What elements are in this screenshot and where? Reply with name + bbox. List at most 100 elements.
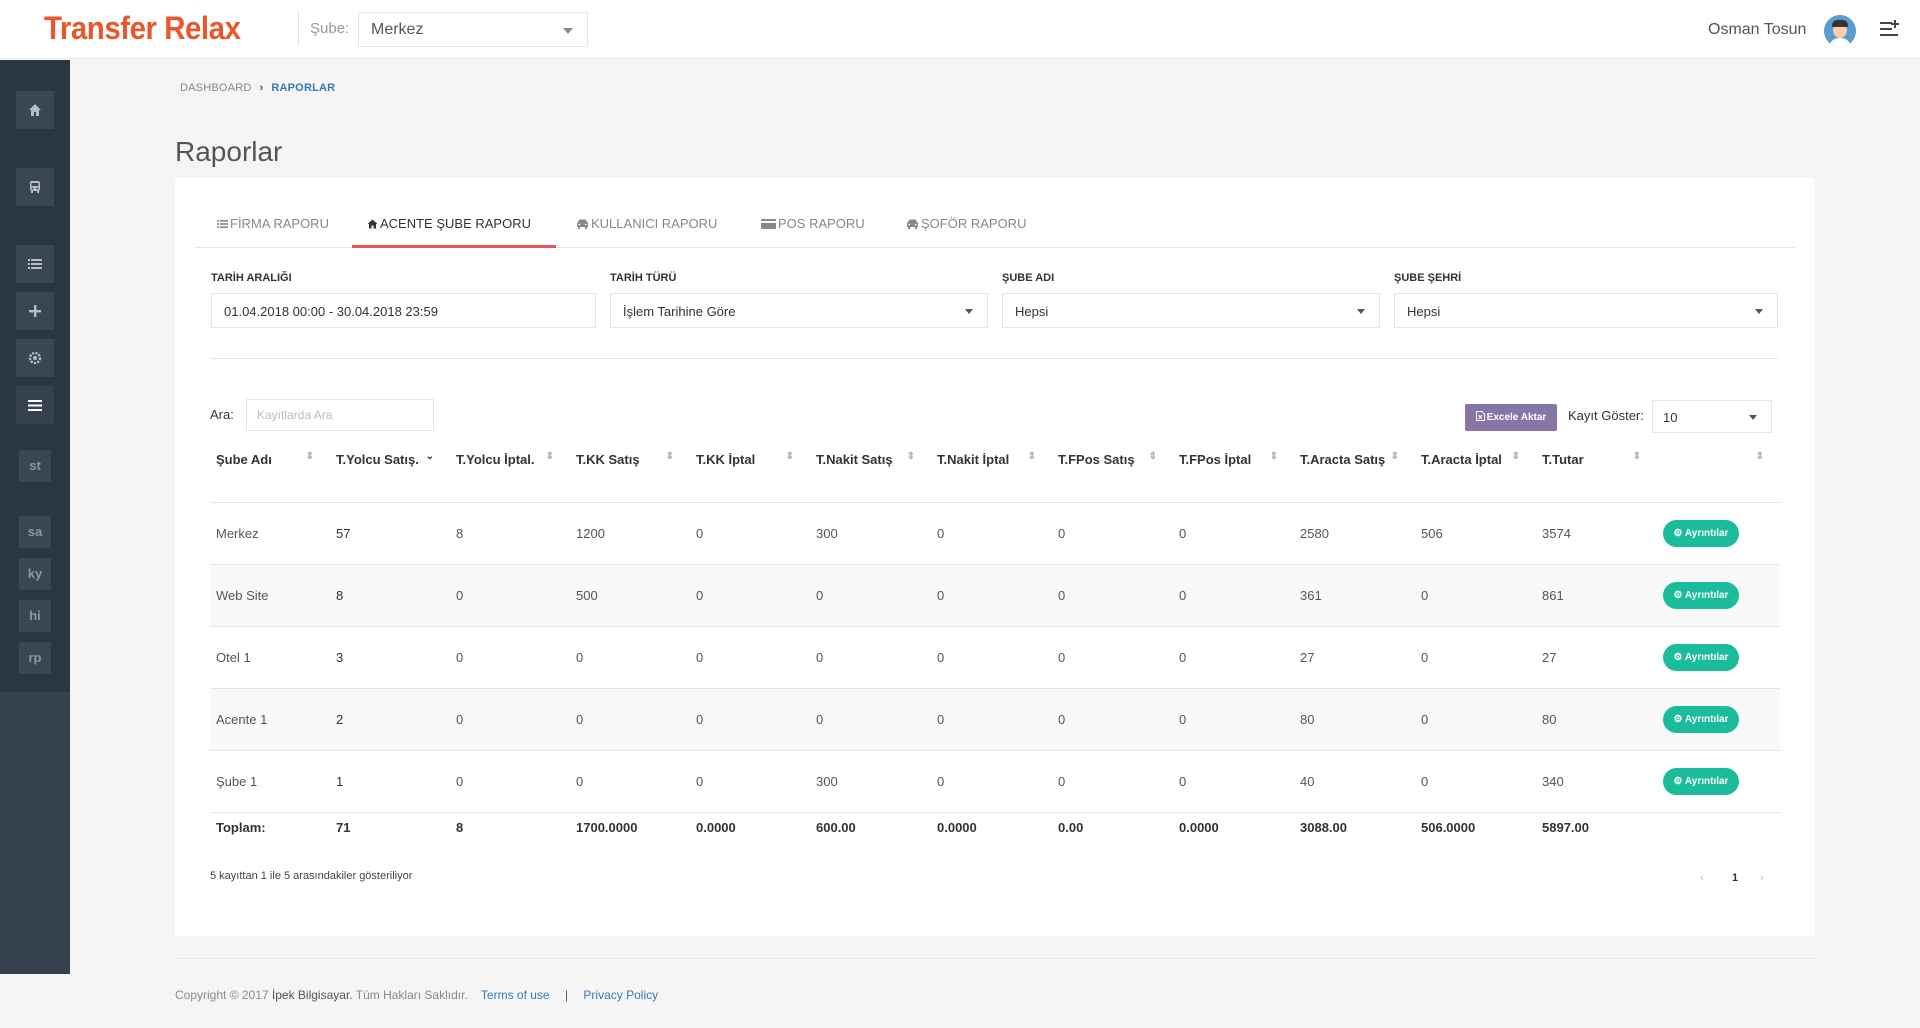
quick-sidebar-toggle-icon[interactable] — [1880, 20, 1900, 38]
details-button[interactable]: ⚙ Ayrıntılar — [1663, 581, 1739, 609]
branch-name-select[interactable]: Hepsi — [1002, 293, 1380, 328]
sidebar-item-ky[interactable]: ky — [19, 558, 51, 590]
column-header[interactable]: T.Yolcu Satış. ⌄ — [330, 442, 450, 503]
sidebar-item-st[interactable]: st — [19, 450, 51, 482]
table-cell: 0 — [1173, 750, 1294, 813]
breadcrumb-chevron-icon: › — [259, 82, 264, 94]
plus-icon[interactable] — [16, 292, 54, 330]
sort-icon: ⇕ — [305, 451, 314, 462]
settings-icon[interactable] — [16, 339, 54, 377]
date-type-select[interactable]: İşlem Tarihine Göre — [610, 293, 988, 328]
sidebar-menu: st sa ky hi rp — [0, 60, 70, 692]
branch-city-value: Hepsi — [1407, 304, 1441, 319]
terms-link[interactable]: Terms of use — [480, 988, 550, 1002]
export-excel-button[interactable]: Excele Aktar — [1465, 404, 1557, 431]
column-header-label: T.KK Satış — [576, 452, 640, 467]
gear-icon: ⚙ — [1673, 589, 1683, 601]
details-label: Ayrıntılar — [1684, 589, 1729, 601]
details-button[interactable]: ⚙ Ayrıntılar — [1663, 705, 1739, 733]
column-header[interactable]: T.Aracta Satış ⇕ — [1294, 442, 1415, 503]
table-cell: 80 — [1536, 688, 1657, 751]
table-cell: 57 — [330, 502, 450, 565]
user-name[interactable]: Osman Tosun — [1708, 21, 1807, 38]
details-button[interactable]: ⚙ Ayrıntılar — [1663, 643, 1739, 671]
total-cell: 0.0000 — [931, 812, 1052, 842]
search-input[interactable] — [246, 399, 434, 431]
sidebar-item-sa[interactable]: sa — [19, 516, 51, 548]
table-cell: 8 — [450, 502, 570, 565]
home-icon — [367, 217, 378, 229]
breadcrumb: DASHBOARD › RAPORLAR — [180, 82, 335, 94]
table-cell: 40 — [1294, 750, 1415, 813]
table-cell: 0 — [690, 502, 810, 565]
column-header[interactable]: T.Aracta İptal ⇕ — [1415, 442, 1536, 503]
table-cell: 0 — [1173, 564, 1294, 627]
sort-desc-icon: ⌄ — [425, 451, 434, 462]
total-cell: 71 — [330, 812, 450, 842]
column-header[interactable]: T.Tutar ⇕ — [1536, 442, 1657, 503]
app-logo[interactable]: Transfer Relax — [44, 10, 241, 46]
page-size-select[interactable]: 10 — [1652, 400, 1772, 433]
details-label: Ayrıntılar — [1684, 651, 1729, 663]
table-cell: 0 — [810, 688, 931, 751]
breadcrumb-home[interactable]: DASHBOARD — [180, 82, 252, 94]
table-cell: 340 — [1536, 750, 1657, 813]
tab-pos-raporu[interactable]: POS RAPORU — [761, 216, 865, 248]
details-label: Ayrıntılar — [1684, 713, 1729, 725]
column-header[interactable]: T.Nakit İptal ⇕ — [931, 442, 1052, 503]
tab-acente-sube-raporu[interactable]: ACENTE ŞUBE RAPORU — [367, 216, 531, 248]
column-header[interactable]: T.FPos İptal ⇕ — [1173, 442, 1294, 503]
table-cell: 0 — [1415, 750, 1536, 813]
table-cell: 0 — [450, 688, 570, 751]
sidebar-item-hi[interactable]: hi — [19, 600, 51, 632]
branch-city-label: ŞUBE ŞEHRİ — [1394, 272, 1462, 284]
avatar-hair — [1832, 20, 1848, 27]
column-header[interactable]: T.KK İptal ⇕ — [690, 442, 810, 503]
sort-icon: ⇕ — [545, 451, 554, 462]
table-row: Web Site 8 0 500 0 0 0 0 0 361 0 861 ⚙ A… — [210, 564, 1780, 627]
privacy-link[interactable]: Privacy Policy — [583, 988, 659, 1002]
page-size-value: 10 — [1663, 410, 1678, 425]
branch-city-select[interactable]: Hepsi — [1394, 293, 1778, 328]
column-header[interactable]: Şube Adı ⇕ — [210, 442, 330, 503]
credit-card-icon — [761, 217, 776, 229]
column-header-label: T.FPos İptal — [1179, 452, 1252, 467]
pagination-page-1[interactable]: 1 — [1732, 872, 1739, 884]
pagination-prev[interactable]: ‹ — [1700, 872, 1704, 884]
date-range-input[interactable]: 01.04.2018 00:00 - 30.04.2018 23:59 — [211, 293, 596, 328]
column-header[interactable]: T.Yolcu İptal. ⇕ — [450, 442, 570, 503]
column-header[interactable]: T.FPos Satış ⇕ — [1052, 442, 1173, 503]
home-icon[interactable] — [16, 91, 54, 129]
total-cell: 0.00 — [1052, 812, 1173, 842]
pagination-next[interactable]: › — [1760, 872, 1764, 884]
gear-icon: ⚙ — [1673, 713, 1683, 725]
table-cell: Acente 1 — [210, 688, 330, 751]
total-cell: 8 — [450, 812, 570, 842]
menu-icon[interactable] — [16, 386, 54, 424]
table-cell: 0 — [570, 688, 690, 751]
bus-icon[interactable] — [16, 168, 54, 206]
sidebar-item-rp[interactable]: rp — [19, 642, 51, 674]
active-tab-indicator — [352, 245, 556, 248]
sort-icon: ⇕ — [1269, 451, 1278, 462]
details-button[interactable]: ⚙ Ayrıntılar — [1663, 519, 1739, 547]
column-header-label: T.KK İptal — [696, 452, 756, 467]
tab-kullanici-raporu[interactable]: KULLANICI RAPORU — [576, 216, 717, 248]
column-header[interactable]: T.KK Satış ⇕ — [570, 442, 690, 503]
branch-select[interactable]: Merkez — [358, 12, 588, 47]
details-button[interactable]: ⚙ Ayrıntılar — [1663, 767, 1739, 795]
table-cell: Web Site — [210, 564, 330, 627]
column-header[interactable]: T.Nakit Satış ⇕ — [810, 442, 931, 503]
table-cell: ⚙ Ayrıntılar — [1657, 688, 1780, 751]
table-cell: Merkez — [210, 502, 330, 565]
user-avatar[interactable] — [1824, 15, 1856, 47]
export-excel-label: Excele Aktar — [1486, 412, 1547, 423]
table-cell: 0 — [931, 750, 1052, 813]
tab-firma-raporu[interactable]: FİRMA RAPORU — [217, 216, 329, 248]
total-cell: 0.0000 — [690, 812, 810, 842]
tab-sofor-raporu[interactable]: ŞOFÖR RAPORU — [906, 216, 1026, 248]
table-cell: 0 — [690, 750, 810, 813]
column-header[interactable]: ⇕ — [1657, 442, 1780, 503]
table-cell: 27 — [1294, 626, 1415, 689]
list-icon[interactable] — [16, 245, 54, 283]
